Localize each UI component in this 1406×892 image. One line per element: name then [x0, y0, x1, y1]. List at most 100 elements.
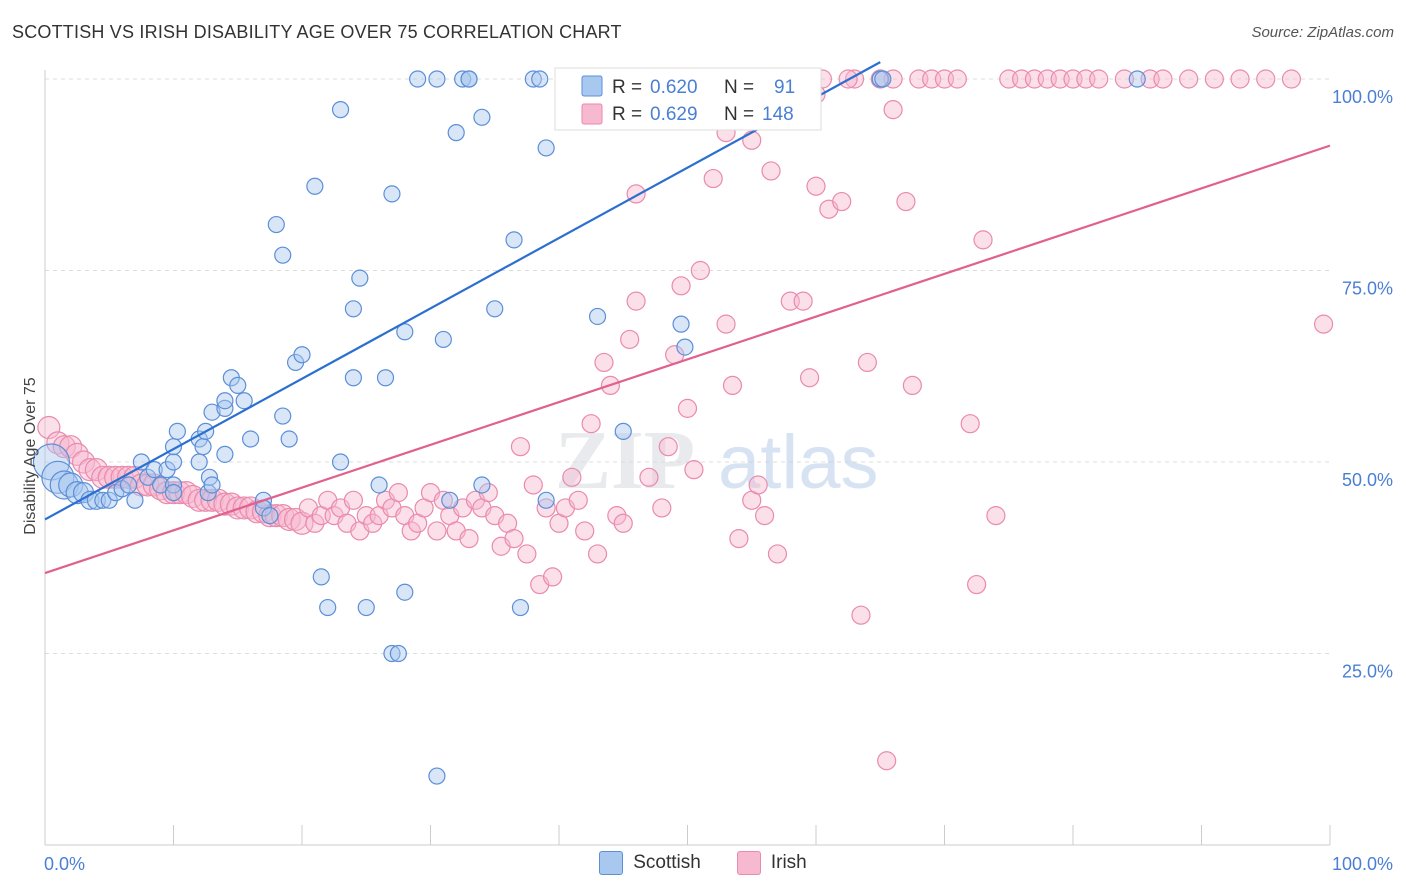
scottish-point — [235, 392, 253, 410]
irish-point — [986, 506, 1006, 526]
irish-point — [155, 481, 179, 505]
irish-point — [59, 435, 83, 459]
irish-point — [343, 490, 363, 510]
scottish-point — [274, 246, 292, 264]
irish-point — [1256, 69, 1276, 89]
irish-point — [65, 442, 89, 466]
y-tick-label: 50.0% — [1342, 470, 1393, 490]
irish-point — [523, 475, 543, 495]
scottish-point — [383, 185, 401, 203]
legend-r-value-irish: 0.629 — [650, 104, 698, 125]
scottish-point — [676, 338, 694, 356]
series-legend-swatch-irish — [736, 851, 761, 875]
scottish-point — [145, 461, 163, 479]
irish-point — [587, 544, 608, 564]
legend-r-label-scottish: R = — [612, 77, 642, 98]
irish-point — [690, 260, 710, 281]
chart-title: SCOTTISH VS IRISH DISABILITY AGE OVER 75… — [12, 22, 622, 42]
irish-point — [748, 475, 768, 495]
irish-point — [607, 506, 627, 526]
irish-point — [401, 521, 421, 541]
irish-point — [1179, 69, 1199, 89]
irish-point — [883, 69, 903, 89]
irish-point — [754, 506, 775, 526]
legend-n-label-scottish: N = — [724, 77, 754, 98]
irish-point — [562, 467, 582, 487]
irish-point — [896, 191, 916, 212]
irish-point — [1204, 69, 1224, 89]
scottish-point — [524, 70, 542, 88]
scottish-point — [505, 231, 523, 249]
y-tick-labels: 25.0% 50.0% 75.0% 100.0% — [1332, 87, 1393, 682]
scottish-point — [274, 407, 292, 425]
irish-point — [742, 130, 762, 150]
irish-point — [1230, 69, 1250, 89]
scottish-point — [511, 598, 530, 617]
irish-point — [761, 161, 781, 181]
irish-point — [767, 544, 788, 564]
irish-point — [902, 375, 922, 395]
irish-point — [213, 492, 237, 516]
scottish-point — [351, 269, 369, 287]
scottish-point — [376, 369, 395, 387]
scottish-point — [331, 101, 350, 119]
irish-point — [729, 528, 749, 549]
legend-r-label-irish: R = — [612, 104, 642, 125]
irish-point — [181, 484, 205, 509]
irish-point — [388, 483, 408, 503]
scottish-point — [267, 215, 285, 234]
scottish-point — [203, 403, 221, 421]
scottish-point — [242, 430, 260, 448]
scottish-point — [473, 476, 491, 494]
scottish-point — [152, 476, 170, 494]
irish-point — [594, 352, 614, 373]
irish-point — [581, 414, 601, 434]
legend-n-label-irish: N = — [724, 104, 754, 125]
scottish-trend-line — [44, 61, 881, 521]
scottish-point — [203, 476, 221, 494]
scottish-point — [588, 307, 607, 326]
irish-point — [671, 276, 691, 296]
scottish-point — [396, 583, 414, 601]
series-legend-swatch-scottish — [599, 851, 624, 875]
scottish-point — [319, 598, 337, 617]
irish-point — [459, 528, 479, 549]
scottish-point — [357, 598, 375, 617]
irish-point — [806, 176, 826, 196]
scottish-point — [537, 491, 555, 509]
legend-swatch-irish — [581, 103, 603, 125]
series-legend-item-irish: Irish — [736, 851, 807, 875]
scottish-point — [168, 422, 186, 440]
scottish-point — [460, 70, 478, 88]
x-tick-labels: 0.0% 100.0% — [44, 854, 1393, 874]
scottish-point — [344, 300, 362, 318]
irish-point — [883, 100, 903, 120]
irish-point — [620, 329, 640, 350]
scottish-point — [486, 300, 504, 318]
scottish-point — [312, 568, 330, 586]
stats-legend: R = 0.620 N = 91 R = 0.629 N = 148 — [554, 67, 822, 131]
scottish-point — [94, 491, 112, 509]
scottish-point — [370, 476, 388, 494]
y-axis-label: Disability Age Over 75 — [22, 377, 39, 535]
irish-point — [716, 314, 736, 334]
scottish-point — [874, 70, 892, 88]
scottish-point — [389, 644, 407, 663]
irish-point — [575, 521, 595, 541]
scottish-point — [447, 124, 465, 142]
scottish-point — [383, 644, 401, 663]
scottish-point — [396, 323, 414, 341]
scottish-point — [216, 392, 234, 410]
scottish-point — [216, 445, 234, 463]
irish-point — [658, 437, 678, 457]
scottish-point — [614, 422, 632, 440]
series-legend-label-scottish: Scottish — [633, 852, 701, 873]
scottish-point — [428, 767, 446, 785]
irish-point — [613, 513, 633, 533]
irish-point — [960, 414, 980, 434]
grid-lines — [45, 78, 1330, 654]
series-legend-label-irish: Irish — [770, 852, 807, 873]
irish-point — [1313, 314, 1334, 334]
scottish-point — [164, 453, 183, 471]
